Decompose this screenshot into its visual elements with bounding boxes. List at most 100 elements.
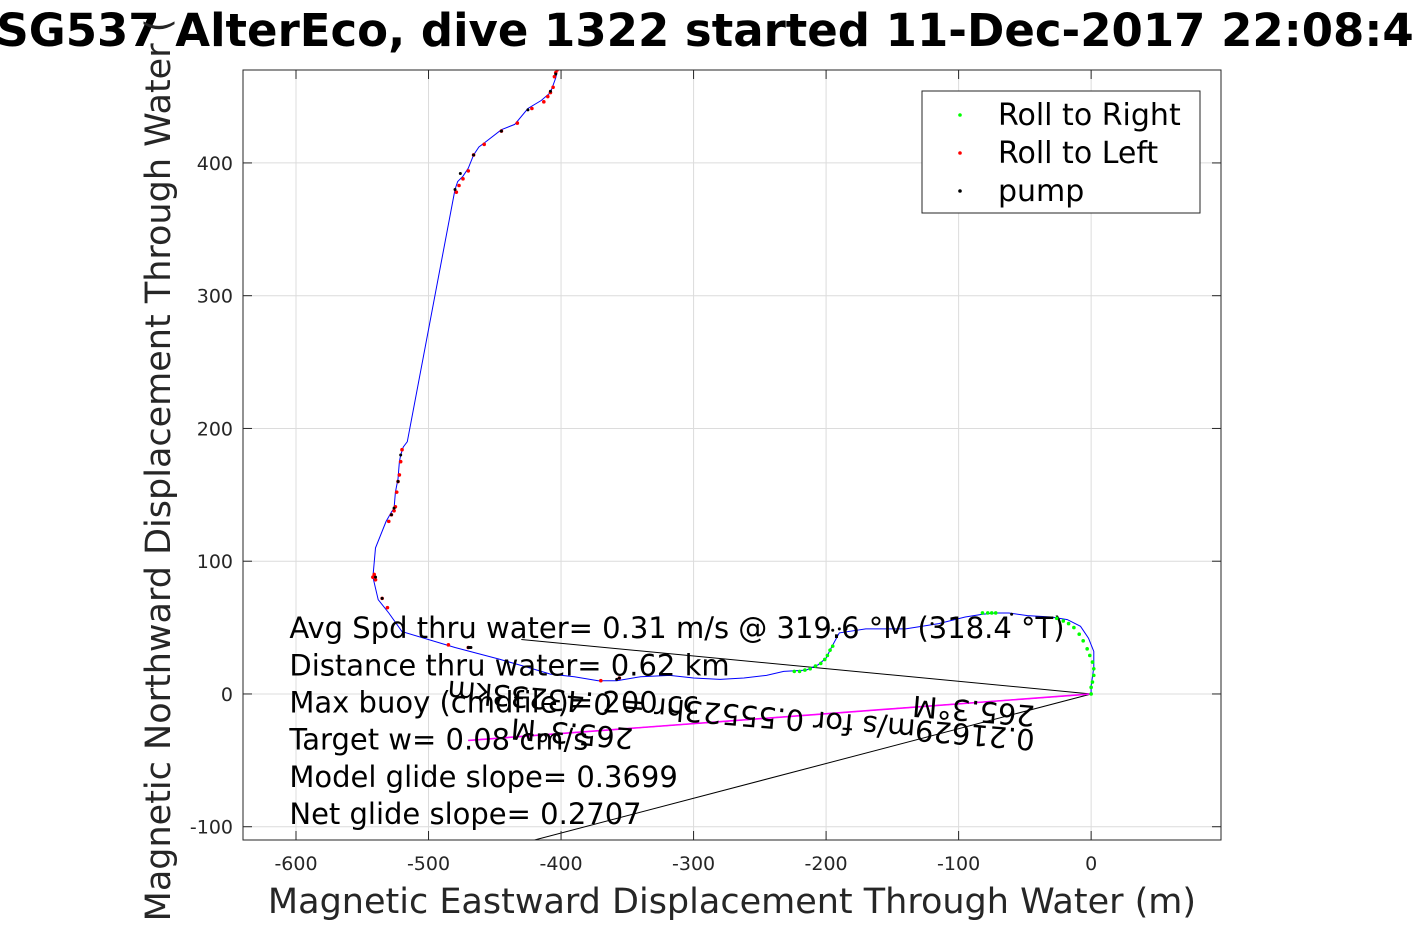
- roll-right-point: [1054, 616, 1059, 621]
- roll-right-point: [797, 669, 802, 674]
- legend-marker-pump: [958, 189, 962, 193]
- pump-point: [615, 677, 619, 681]
- pump-point: [458, 172, 462, 176]
- roll-left-point: [482, 142, 486, 147]
- roll-right-point: [985, 611, 990, 615]
- legend-label-roll-right: Roll to Right: [998, 98, 1181, 133]
- roll-right-point: [803, 668, 807, 672]
- plot-frame: [242, 69, 1222, 841]
- roll-left-point: [392, 508, 396, 513]
- roll-left-point: [457, 183, 461, 188]
- roll-right-point: [1081, 639, 1085, 643]
- reference-line: [534, 693, 1092, 840]
- y-tick-label: -100: [190, 817, 233, 839]
- y-tick-label: 100: [197, 551, 233, 573]
- pump-point: [396, 480, 400, 484]
- roll-right-point: [1091, 673, 1096, 678]
- pump-point: [472, 153, 476, 157]
- legend-label-pump: pump: [998, 174, 1084, 209]
- y-tick-label: 300: [197, 286, 233, 308]
- roll-left-point: [461, 177, 465, 181]
- chart-title: SG537 AlterEco, dive 1322 started 11-Dec…: [0, 4, 1414, 57]
- roll-right-point: [825, 653, 830, 658]
- reference-line: [521, 639, 1092, 695]
- legend-marker-roll-right: [958, 113, 962, 117]
- data-lines: [372, 70, 1095, 840]
- pump-point: [453, 187, 457, 191]
- roll-left-point: [385, 605, 390, 610]
- roll-right-point: [808, 666, 812, 671]
- roll-right-point: [1090, 660, 1095, 664]
- pump-point: [617, 676, 621, 680]
- pump-point: [831, 628, 835, 632]
- axis-ticks: -600 -500 -400 -300 -200 -100 0 -100 0 100 200 300 4…: [190, 70, 1221, 875]
- y-tick-label: 200: [197, 418, 233, 440]
- roll-left-point: [599, 678, 603, 683]
- roll-right-point: [818, 661, 823, 666]
- roll-right-point: [828, 648, 832, 652]
- legend: Roll to Right Roll to Left pump: [921, 90, 1201, 214]
- pump-point: [526, 108, 530, 112]
- roll-left-point: [372, 572, 376, 577]
- y-axis-label: Magnetic Northward Displacement Through …: [139, 19, 179, 922]
- pump-point: [399, 453, 403, 457]
- roll-right-point: [1077, 632, 1082, 637]
- roll-right-point: [1085, 647, 1089, 651]
- y-tick-label: 0: [221, 684, 233, 706]
- pump-point: [392, 506, 396, 510]
- pump-point: [380, 596, 384, 600]
- pump-point: [837, 627, 841, 631]
- pump-point: [469, 646, 473, 649]
- roll-left-point: [400, 447, 404, 452]
- roll-right-point: [1089, 692, 1093, 696]
- pump-point: [548, 89, 552, 93]
- x-tick-label: -600: [274, 853, 317, 875]
- roll-left-point: [398, 459, 403, 464]
- roll-left-point: [386, 519, 391, 524]
- x-tick-label: -200: [805, 853, 848, 875]
- roll-left-point: [466, 169, 471, 173]
- annotation-text: Avg Spd thru water= 0.31 m/s @ 319.6 °M …: [289, 611, 1064, 645]
- pump-point: [554, 72, 558, 76]
- roll-right-point: [1089, 685, 1093, 690]
- roll-right-point: [813, 664, 818, 668]
- annotation-text: Model glide slope= 0.3699: [289, 760, 677, 794]
- annotation-text: Net glide slope= 0.2707: [289, 797, 641, 831]
- pump-point: [499, 129, 503, 133]
- roll-left-point: [551, 85, 555, 90]
- annotation-text: Target w= 0.08 cm/s: [288, 723, 588, 757]
- roll-right-point: [1066, 621, 1071, 626]
- roll-left-point: [552, 74, 557, 79]
- x-tick-label: -300: [672, 853, 715, 875]
- pump-point: [844, 627, 848, 631]
- roll-right-point: [993, 611, 998, 615]
- x-tick-label: -100: [937, 853, 980, 875]
- pump-point: [374, 575, 378, 579]
- roll-right-point: [1061, 619, 1066, 623]
- y-tick-label: 400: [197, 153, 233, 175]
- roll-left-point: [394, 490, 399, 494]
- magenta-heading-line: [468, 693, 1092, 742]
- roll-left-point: [373, 577, 378, 582]
- pump-point: [1010, 612, 1014, 616]
- x-axis-label: Magnetic Eastward Displacement Through W…: [268, 882, 1196, 922]
- legend-label-roll-left: Roll to Left: [998, 136, 1158, 171]
- x-tick-label: 0: [1085, 853, 1097, 875]
- roll-right-point: [1088, 653, 1092, 658]
- pump-point: [930, 622, 934, 626]
- roll-right-point: [1091, 666, 1096, 671]
- annotation-text: Distance thru water= 0.62 km: [289, 648, 729, 682]
- legend-box: [921, 90, 1201, 214]
- x-tick-label: -400: [539, 853, 582, 875]
- roll-right-point: [792, 669, 797, 674]
- roll-left-point: [542, 100, 546, 104]
- data-points: [371, 70, 1096, 696]
- pump-point: [389, 513, 393, 517]
- roll-right-point: [822, 657, 827, 662]
- annotation-text: Max buoy (cmdfile)= 200 cc: [289, 686, 698, 720]
- roll-left-point: [515, 121, 520, 125]
- roll-right-point: [830, 644, 835, 648]
- roll-left-point: [446, 643, 451, 647]
